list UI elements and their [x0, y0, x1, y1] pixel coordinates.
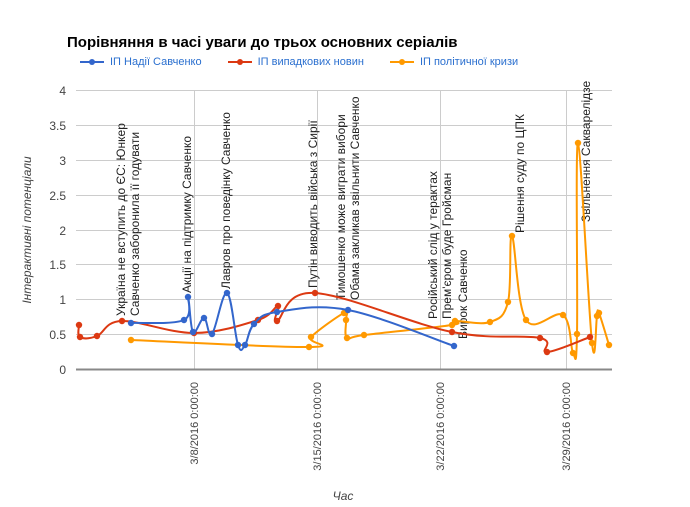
legend-item-random-news[interactable]: ІП випадкових новин [227, 54, 364, 70]
annotation: Акції на підтримку Савченко [180, 136, 194, 293]
data-point[interactable] [118, 317, 126, 325]
legend-swatch-red-icon [227, 57, 252, 67]
svg-text:3/15/2016 0:00:00: 3/15/2016 0:00:00 [312, 382, 324, 471]
data-point[interactable] [189, 328, 197, 336]
annotation: Савченко заборонила її годувати [128, 132, 142, 316]
legend-item-political-crisis[interactable]: ІП політичної кризи [389, 54, 519, 70]
horizontal-gridlines [76, 90, 612, 335]
data-point[interactable] [569, 349, 577, 357]
svg-text:3/29/2016 0:00:00: 3/29/2016 0:00:00 [561, 382, 573, 471]
data-point[interactable] [223, 289, 231, 297]
data-point[interactable] [543, 348, 551, 356]
x-axis-ticks: 3/8/2016 0:00:00 3/15/2016 0:00:00 3/22/… [189, 382, 573, 471]
annotation: Тимошенко може виграти вибори [334, 114, 348, 300]
data-point[interactable] [559, 311, 567, 319]
x-axis-title: Час [333, 489, 354, 503]
svg-text:1: 1 [59, 293, 66, 307]
data-point[interactable] [574, 139, 582, 147]
series-random-news [75, 289, 594, 356]
data-point[interactable] [522, 316, 530, 324]
annotation: Рішення суду по ЦПК [513, 114, 527, 233]
data-point[interactable] [200, 314, 208, 322]
annotation: Лавров про поведінку Савченко [219, 112, 233, 289]
series-layer [75, 139, 613, 360]
svg-text:3: 3 [59, 154, 66, 168]
vertical-gridlines [194, 90, 567, 369]
data-point[interactable] [536, 334, 544, 342]
data-point[interactable] [450, 342, 458, 350]
svg-text:2: 2 [59, 224, 66, 238]
data-point[interactable] [504, 298, 512, 306]
svg-text:3/8/2016 0:00:00: 3/8/2016 0:00:00 [189, 382, 201, 465]
data-point[interactable] [273, 308, 281, 316]
data-point[interactable] [586, 333, 594, 341]
svg-text:0: 0 [59, 363, 66, 377]
y-axis-title: Інтерактивні потенціали [20, 156, 34, 304]
annotation: Вирок Савченко [456, 249, 470, 339]
data-point[interactable] [127, 336, 135, 344]
legend-label: ІП випадкових новин [257, 56, 364, 68]
data-point[interactable] [360, 331, 368, 339]
data-point[interactable] [180, 316, 188, 324]
series-political-crisis [127, 139, 613, 360]
data-point[interactable] [448, 328, 456, 336]
data-point[interactable] [451, 317, 459, 325]
svg-text:0.5: 0.5 [49, 328, 66, 342]
data-point[interactable] [208, 330, 216, 338]
svg-text:1.5: 1.5 [49, 258, 66, 272]
data-point[interactable] [344, 306, 352, 314]
annotation: Обама закликав звільнити Савченко [348, 96, 362, 300]
data-point[interactable] [273, 317, 281, 325]
data-point[interactable] [234, 341, 242, 349]
annotation: Україна не вступить до ЄС: Юнкер [114, 123, 128, 316]
data-point[interactable] [573, 330, 581, 338]
data-point[interactable] [184, 293, 192, 301]
data-point[interactable] [605, 341, 613, 349]
svg-text:2.5: 2.5 [49, 189, 66, 203]
series-savchenko [127, 289, 458, 352]
data-point[interactable] [595, 309, 603, 317]
series-line [130, 141, 610, 360]
annotation: Звільнення Сакварелідзе [579, 80, 593, 222]
data-point[interactable] [343, 334, 351, 342]
annotation: Путін виводить війська з Сирії [306, 120, 320, 288]
chart-legend: ІП Надії Савченко ІП випадкових новин ІП… [80, 54, 518, 70]
svg-text:3/22/2016 0:00:00: 3/22/2016 0:00:00 [435, 382, 447, 471]
annotation: Російський слід у терактах [426, 171, 440, 319]
data-point[interactable] [305, 343, 313, 351]
legend-swatch-blue-icon [80, 57, 104, 67]
annotation: Прем'єром буде Гройсман [440, 173, 454, 319]
data-point[interactable] [93, 332, 101, 340]
data-point[interactable] [241, 341, 249, 349]
event-annotations: Україна не вступить до ЄС: Юнкер Савченк… [114, 80, 593, 339]
svg-text:4: 4 [59, 84, 66, 98]
data-point[interactable] [75, 321, 83, 329]
legend-label: ІП Надії Савченко [110, 56, 202, 68]
data-point[interactable] [76, 333, 84, 341]
y-axis-ticks: 0 0.5 1 1.5 2 2.5 3 3.5 4 [49, 84, 66, 377]
data-point[interactable] [508, 232, 516, 240]
chart-title: Порівняння в часі уваги до трьох основни… [67, 34, 458, 51]
data-point[interactable] [274, 302, 282, 310]
svg-text:3.5: 3.5 [49, 119, 66, 133]
legend-swatch-orange-icon [389, 57, 414, 67]
data-point[interactable] [311, 289, 319, 297]
legend-item-savchenko[interactable]: ІП Надії Савченко [80, 54, 202, 70]
data-point[interactable] [127, 319, 135, 327]
data-point[interactable] [250, 320, 258, 328]
legend-label: ІП політичної кризи [419, 56, 519, 68]
data-point[interactable] [588, 339, 596, 347]
data-point[interactable] [486, 318, 494, 326]
data-point[interactable] [342, 316, 350, 324]
data-point[interactable] [307, 333, 315, 341]
